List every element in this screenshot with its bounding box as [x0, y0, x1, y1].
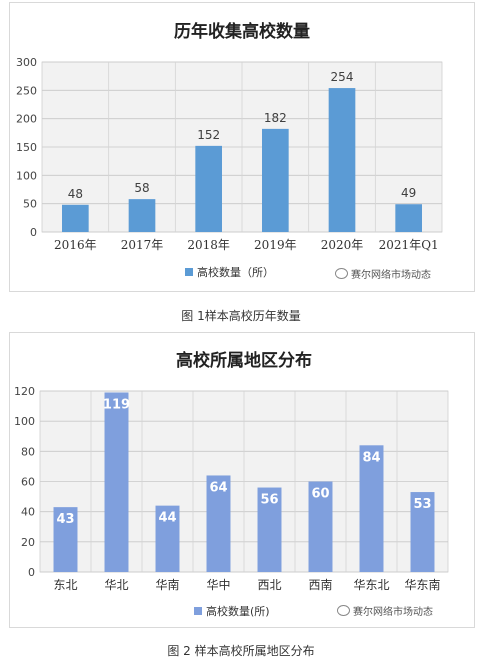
chart-panel-yearly: 历年收集高校数量 0 50 100 150 200 250 300 48 2016年 58 2017年…	[9, 2, 475, 292]
legend-swatch	[194, 607, 202, 615]
x-tick-label: 2019年	[254, 238, 297, 252]
legend-label: 高校数量(所)	[206, 604, 270, 618]
data-label: 64	[209, 480, 227, 495]
bar	[155, 505, 180, 572]
x-tick-label: 东北	[53, 578, 77, 592]
y-tick-label: 200	[16, 113, 37, 126]
legend-label: 高校数量（所）	[197, 265, 274, 279]
data-label: 49	[401, 186, 416, 200]
x-tick-label: 华北	[104, 578, 128, 592]
y-tick-label: 300	[16, 56, 37, 69]
y-tick-label: 100	[16, 169, 37, 182]
data-label: 60	[311, 487, 329, 502]
y-tick-label: 150	[16, 141, 37, 154]
bar	[262, 128, 289, 232]
data-label: 56	[260, 493, 278, 508]
x-tick-label: 西北	[257, 578, 281, 592]
legend-swatch	[185, 268, 193, 276]
watermark: 赛尔网络市场动态	[335, 266, 431, 281]
x-tick-label: 华中	[206, 577, 230, 592]
watermark: 赛尔网络市场动态	[337, 603, 433, 618]
y-tick-label: 120	[14, 385, 35, 398]
y-tick-label: 50	[23, 198, 37, 211]
bar	[62, 204, 89, 232]
chart-title: 高校所属地区分布	[176, 350, 312, 371]
x-tick-label: 2021年Q1	[379, 238, 439, 252]
figure-caption-1: 图 1样本高校历年数量	[181, 309, 301, 323]
yearly-chart-svg: 历年收集高校数量 0 50 100 150 200 250 300 48 2016年 58 2017年…	[16, 21, 443, 279]
data-label: 48	[68, 187, 83, 201]
bar	[410, 492, 435, 572]
chart-panel-region: 高校所属地区分布 0 20 40 60 80 100 120 43 东北 119 华北 44 华南 64 华中…	[9, 332, 475, 628]
data-label: 119	[103, 398, 130, 413]
x-tick-label: 2016年	[54, 238, 97, 252]
bar	[308, 481, 333, 572]
data-label: 84	[362, 450, 380, 465]
chart-title: 历年收集高校数量	[174, 21, 310, 42]
x-tick-label: 2017年	[121, 238, 164, 252]
bar	[206, 475, 231, 572]
y-tick-label: 20	[21, 536, 35, 549]
x-tick-label: 华东南	[404, 577, 440, 592]
x-tick-label: 2018年	[187, 238, 230, 252]
data-label: 254	[331, 70, 354, 84]
data-label: 58	[134, 181, 149, 195]
bar	[195, 145, 222, 232]
data-label: 53	[413, 497, 431, 512]
bar	[328, 88, 356, 232]
y-tick-label: 80	[21, 445, 35, 458]
region-chart-svg: 高校所属地区分布 0 20 40 60 80 100 120 43 东北 119 华北 44 华南 64 华中…	[14, 350, 449, 618]
data-label: 44	[158, 511, 176, 526]
x-tick-label: 华南	[155, 577, 179, 592]
data-label: 43	[56, 512, 74, 527]
bar	[257, 487, 282, 572]
y-tick-label: 0	[28, 566, 35, 579]
chat-icon	[337, 605, 350, 616]
bar	[104, 392, 129, 572]
y-tick-label: 40	[21, 506, 35, 519]
y-tick-label: 250	[16, 84, 37, 97]
y-tick-label: 60	[21, 476, 35, 489]
figure-caption-2: 图 2 样本高校所属地区分布	[167, 644, 315, 658]
bar	[359, 445, 384, 572]
x-tick-label: 华东北	[353, 578, 389, 592]
bar	[395, 204, 422, 232]
data-label: 152	[197, 128, 220, 142]
x-tick-label: 2020年	[321, 238, 364, 252]
data-label: 182	[264, 111, 287, 125]
chat-icon	[335, 268, 348, 279]
y-tick-label: 0	[30, 226, 37, 239]
y-tick-label: 100	[14, 415, 35, 428]
bar	[128, 199, 156, 232]
bar	[53, 507, 78, 572]
x-tick-label: 西南	[308, 577, 332, 592]
